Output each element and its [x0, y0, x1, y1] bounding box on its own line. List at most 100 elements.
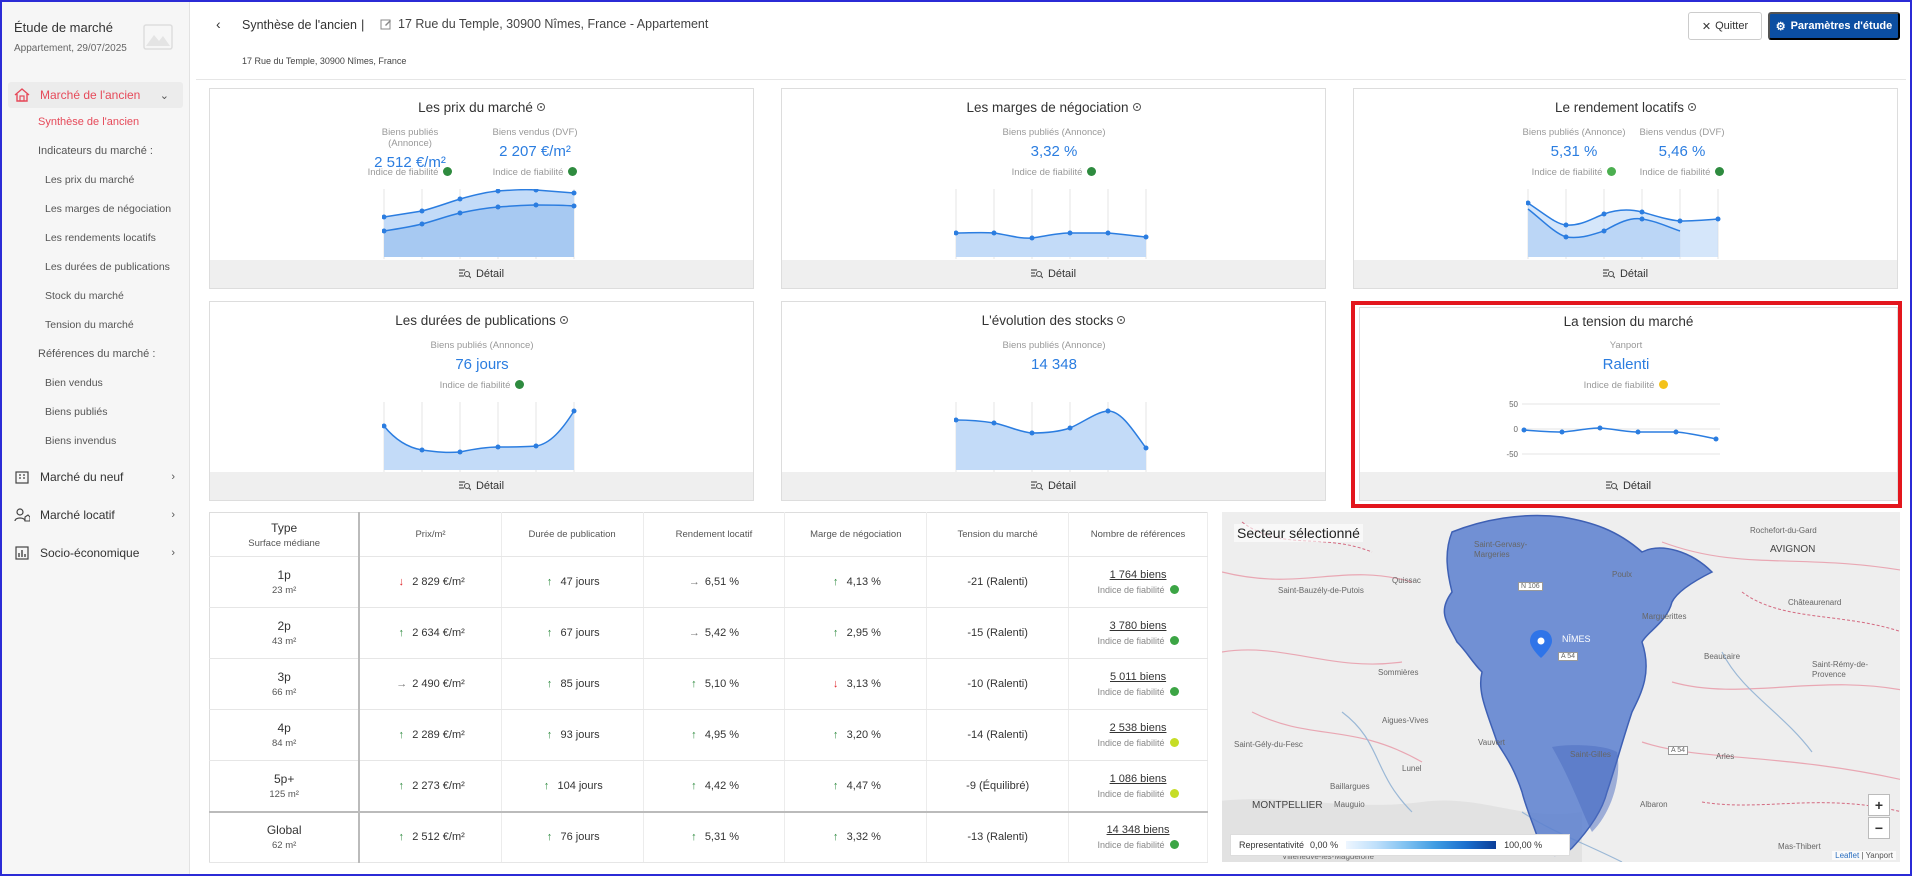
card-title: Le rendement locatifs: [1354, 100, 1897, 115]
metric-annonce: Biens publiés (Annonce) 5,31 %: [1519, 127, 1629, 160]
trend-flat-icon: →: [396, 678, 408, 690]
map-canvas[interactable]: [1222, 512, 1900, 862]
zoom-out-button[interactable]: −: [1868, 817, 1890, 839]
metric-value: 2 512 €/m²: [374, 154, 446, 171]
card-rendement-locatif: Le rendement locatifs Biens publiés (Ann…: [1353, 88, 1898, 289]
cell-rend: ↑ 5,10 %: [643, 658, 786, 710]
references-link[interactable]: 5 011 biens: [1110, 671, 1167, 683]
metric-value: 5,46 %: [1658, 143, 1706, 160]
cell-marge: ↑ 2,95 %: [784, 607, 928, 659]
detail-icon: [1030, 269, 1043, 279]
address-title[interactable]: 17 Rue du Temple, 30900 Nîmes, France - …: [380, 17, 708, 31]
cell-duree: ↑ 47 jours: [501, 556, 644, 608]
reliability-dot: [1169, 636, 1179, 645]
sidebar-header: Étude de marché Appartement, 29/07/2025: [2, 2, 189, 82]
detail-button[interactable]: Détail: [210, 260, 753, 288]
table-row: 3p 66 m² → 2 490 €/m² ↑ 85 jours ↑ 5,10 % ↓ 3,13 …: [209, 658, 1208, 710]
cell-value: 2 829 €/m²: [412, 576, 465, 588]
info-icon[interactable]: [1117, 316, 1126, 324]
detail-icon: [458, 269, 471, 279]
sidebar-subitem-durees[interactable]: Les durées de publications: [45, 261, 170, 273]
cell-rend: → 6,51 %: [643, 556, 786, 608]
y-tick-label: 0: [1514, 425, 1519, 434]
detail-button[interactable]: Détail: [210, 472, 753, 500]
study-params-button[interactable]: ⚙ Paramètres d'étude: [1768, 12, 1900, 40]
map-label: Poulx: [1612, 570, 1633, 579]
sidebar: Étude de marché Appartement, 29/07/2025 …: [2, 2, 190, 874]
type-label: 3p: [277, 670, 291, 684]
trend-up-icon: ↑: [546, 678, 553, 690]
cell-type: 3p 66 m²: [209, 658, 361, 710]
detail-button[interactable]: Détail: [1360, 472, 1897, 500]
trend-up-icon: ↑: [546, 627, 553, 639]
sector-map[interactable]: Secteur sélectionné Rochefort-du-Gard AV…: [1222, 512, 1900, 862]
cell-refs: 5 011 biens Indice de fiabilité: [1068, 658, 1208, 710]
stock-sparkline: [954, 402, 1149, 472]
trend-up-icon: ↑: [691, 779, 697, 792]
info-icon[interactable]: [559, 316, 568, 324]
cell-value: 85 jours: [560, 678, 600, 690]
info-icon[interactable]: [1132, 103, 1141, 111]
cell-value: 4,42 %: [704, 779, 740, 792]
cell-marge: ↑ 4,47 %: [784, 760, 928, 812]
cell-prix: ↑ 2 289 €/m²: [359, 709, 502, 761]
cell-value: 2 490 €/m²: [412, 678, 465, 690]
references-link[interactable]: 2 538 biens: [1109, 722, 1167, 734]
cell-value: 3,20 %: [846, 729, 881, 741]
references-link[interactable]: 14 348 biens: [1106, 824, 1170, 837]
sidebar-subitem-prix[interactable]: Les prix du marché: [45, 174, 135, 186]
references-link[interactable]: 3 780 biens: [1109, 620, 1167, 632]
cell-type: 1p 23 m²: [209, 556, 361, 608]
detail-icon: [458, 481, 471, 491]
sidebar-item-marche-neuf[interactable]: Marché du neuf ›: [2, 464, 189, 490]
address-text: 17 Rue du Temple, 30900 Nîmes, France - …: [398, 17, 709, 31]
detail-label: Détail: [1047, 480, 1077, 492]
fiabilite-dvf: Indice de fiabilité: [485, 167, 585, 178]
zoom-in-button[interactable]: +: [1868, 794, 1890, 816]
edit-icon[interactable]: [380, 18, 392, 30]
info-icon[interactable]: [1688, 103, 1697, 111]
table-row: 4p 84 m² ↑ 2 289 €/m² ↑ 93 jours ↑ 4,95 % ↑ 3,20 …: [209, 709, 1208, 761]
quit-button[interactable]: ✕ Quitter: [1688, 12, 1762, 40]
sidebar-item-marche-ancien[interactable]: Marché de l'ancien ⌄: [8, 82, 183, 108]
sidebar-subitem-synthese[interactable]: Synthèse de l'ancien: [38, 116, 140, 128]
reliability-dot: [1659, 380, 1669, 389]
cell-type: 5p+ 125 m²: [209, 760, 361, 812]
study-subtitle: Appartement, 29/07/2025: [14, 43, 127, 54]
sidebar-subitem-tension[interactable]: Tension du marché: [45, 319, 134, 331]
cell-value: 4,47 %: [846, 779, 881, 792]
back-arrow-icon[interactable]: ‹: [216, 16, 221, 32]
type-label: 1p: [277, 568, 291, 582]
detail-button[interactable]: Détail: [1354, 260, 1897, 288]
sidebar-subitem-vendus[interactable]: Bien vendus: [45, 377, 103, 389]
legend-label: Representativité: [1239, 840, 1305, 850]
sidebar-subitem-marges[interactable]: Les marges de négociation: [45, 203, 172, 215]
card-tension-marche: La tension du marché Yanport Ralenti Ind…: [1359, 307, 1898, 501]
cell-value: 3,32 %: [846, 831, 881, 844]
legend-max: 100,00 %: [1504, 840, 1543, 850]
sidebar-subitem-rendements[interactable]: Les rendements locatifs: [45, 232, 156, 244]
sidebar-item-marche-locatif[interactable]: Marché locatif ›: [2, 502, 189, 528]
cell-marge: ↑ 4,13 %: [784, 556, 928, 608]
y-tick-label: -50: [1506, 450, 1518, 459]
info-icon[interactable]: [536, 103, 545, 111]
references-link[interactable]: 1 086 biens: [1109, 772, 1167, 785]
sidebar-subitem-stock[interactable]: Stock du marché: [45, 290, 124, 302]
reliability-label: Indice de fiabilité: [1069, 585, 1207, 595]
cell-value: -10 (Ralenti): [967, 678, 1028, 690]
references-link[interactable]: 1 764 biens: [1109, 569, 1167, 581]
detail-button[interactable]: Détail: [782, 472, 1325, 500]
chevron-right-icon: ›: [171, 471, 175, 483]
trend-flat-icon: →: [688, 576, 700, 588]
page-header: ‹ Synthèse de l'ancien | 17 Rue du Templ…: [196, 2, 1906, 80]
sidebar-group-references: Références du marché :: [38, 348, 156, 360]
leaflet-link[interactable]: Leaflet: [1835, 851, 1860, 860]
reliability-dot: [1169, 788, 1179, 798]
sidebar-item-socio-economique[interactable]: Socio-économique ›: [2, 540, 189, 566]
sidebar-subitem-invendus[interactable]: Biens invendus: [45, 435, 117, 447]
sidebar-subitem-publies[interactable]: Biens publiés: [45, 406, 108, 418]
cell-value: 76 jours: [560, 831, 600, 844]
map-label: Albaron: [1640, 800, 1668, 809]
detail-button[interactable]: Détail: [782, 260, 1325, 288]
trend-down-icon: ↓: [832, 678, 839, 690]
